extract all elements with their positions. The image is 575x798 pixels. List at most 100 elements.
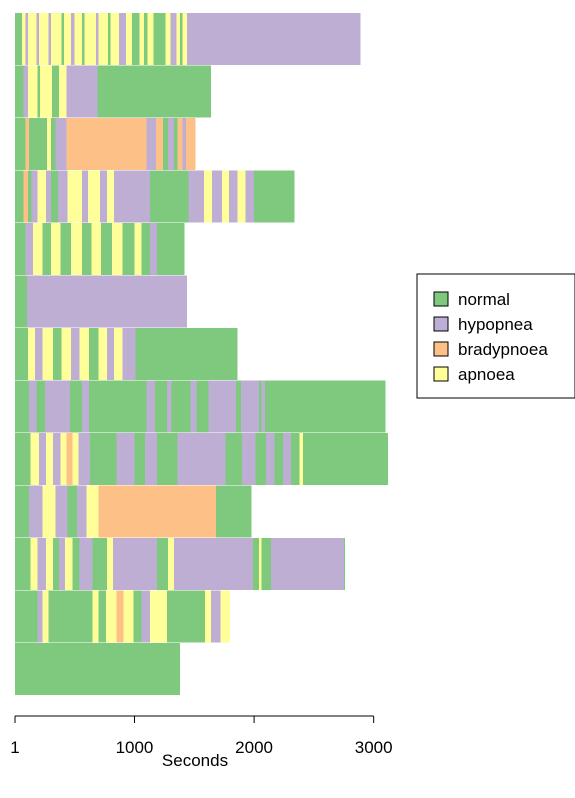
segment-hypopnea — [170, 13, 177, 65]
segment-apnoea — [134, 223, 142, 275]
legend-label-bradypnoea: bradypnoea — [458, 340, 548, 359]
segment-normal — [182, 590, 206, 643]
segment-apnoea — [60, 433, 67, 485]
segment-normal — [154, 380, 167, 433]
segment-hypopnea — [99, 170, 107, 223]
segment-apnoea — [45, 538, 54, 590]
segment-normal — [255, 433, 267, 485]
x-tick-label: 1 — [10, 738, 19, 757]
segment-hypopnea — [196, 538, 253, 590]
segment-hypopnea — [182, 118, 186, 170]
segment-bradypnoea — [108, 485, 216, 538]
segment-normal — [42, 223, 51, 275]
segment-normal — [35, 118, 48, 170]
segment-normal — [15, 380, 30, 433]
segment-normal — [150, 170, 189, 223]
segment-hypopnea — [53, 433, 61, 485]
segment-apnoea — [30, 538, 38, 590]
segment-hypopnea — [29, 485, 43, 538]
timeline-row — [15, 380, 386, 433]
segment-bradypnoea — [25, 118, 30, 170]
segment-normal — [51, 65, 60, 118]
segment-normal — [157, 433, 178, 485]
segment-hypopnea — [145, 433, 158, 485]
segment-hypopnea — [37, 590, 43, 643]
segment-apnoea — [182, 13, 188, 65]
segment-normal — [173, 118, 178, 170]
timeline-row — [15, 170, 295, 223]
segment-hypopnea — [79, 538, 93, 590]
segment-hypopnea — [57, 170, 68, 223]
segment-normal — [141, 223, 151, 275]
x-axis-ticks: 1 1000 2000 3000 — [10, 716, 393, 757]
segment-hypopnea — [270, 538, 344, 590]
segment-normal — [215, 485, 252, 538]
segment-normal — [28, 170, 32, 223]
segment-normal — [236, 380, 241, 433]
timeline-row — [15, 65, 212, 118]
segment-apnoea — [47, 118, 51, 170]
timeline-row — [15, 13, 361, 65]
segment-normal — [100, 223, 112, 275]
segment-normal — [92, 538, 107, 590]
timeline-row — [15, 275, 188, 328]
segment-hypopnea — [38, 433, 46, 485]
segment-normal — [15, 328, 29, 380]
segment-normal — [15, 65, 24, 118]
segment-apnoea — [28, 328, 36, 380]
segment-normal — [61, 590, 93, 643]
segment-hypopnea — [71, 328, 80, 380]
segment-normal — [15, 590, 38, 643]
segment-apnoea — [110, 13, 119, 65]
segment-normal — [153, 13, 166, 65]
segment-hypopnea — [114, 170, 130, 223]
segment-normal — [72, 538, 80, 590]
segment-hypopnea — [36, 13, 39, 65]
segment-apnoea — [79, 328, 90, 380]
segment-normal — [81, 223, 92, 275]
segment-hypopnea — [167, 118, 174, 170]
segment-apnoea — [28, 13, 37, 65]
segment-apnoea — [237, 170, 246, 223]
segment-hypopnea — [261, 380, 265, 433]
segment-hypopnea — [72, 65, 98, 118]
segment-hypopnea — [188, 170, 204, 223]
segment-normal — [53, 538, 60, 590]
segment-hypopnea — [146, 118, 157, 170]
segment-hypopnea — [116, 433, 135, 485]
segment-normal — [144, 13, 148, 65]
segment-hypopnea — [55, 118, 67, 170]
segment-normal — [196, 380, 209, 433]
bars-layer — [15, 13, 389, 695]
segment-normal — [89, 380, 147, 433]
segment-hypopnea — [146, 380, 155, 433]
segment-hypopnea — [25, 223, 33, 275]
segment-normal — [98, 590, 106, 643]
segment-normal — [254, 170, 295, 223]
segment-normal — [61, 13, 64, 65]
segment-hypopnea — [35, 328, 43, 380]
segment-hypopnea — [81, 170, 88, 223]
segment-apnoea — [91, 223, 101, 275]
segment-apnoea — [84, 13, 97, 65]
legend-swatch-hypopnea — [433, 316, 449, 332]
segment-normal — [60, 223, 72, 275]
segment-hypopnea — [55, 485, 68, 538]
segment-hypopnea — [29, 380, 37, 433]
segment-hypopnea — [78, 433, 91, 485]
segment-apnoea — [30, 433, 39, 485]
segment-apnoea — [123, 590, 134, 643]
segment-normal — [122, 223, 135, 275]
segment-hypopnea — [141, 590, 151, 643]
segment-apnoea — [42, 485, 56, 538]
segment-apnoea — [74, 13, 82, 65]
segment-hypopnea — [266, 433, 275, 485]
segment-hypopnea — [81, 380, 90, 433]
segment-apnoea — [221, 170, 229, 223]
segment-apnoea — [98, 13, 109, 65]
segment-hypopnea — [31, 170, 38, 223]
segment-hypopnea — [48, 13, 51, 65]
segment-hypopnea — [59, 538, 66, 590]
segment-hypopnea — [190, 380, 197, 433]
segment-apnoea — [42, 328, 54, 380]
